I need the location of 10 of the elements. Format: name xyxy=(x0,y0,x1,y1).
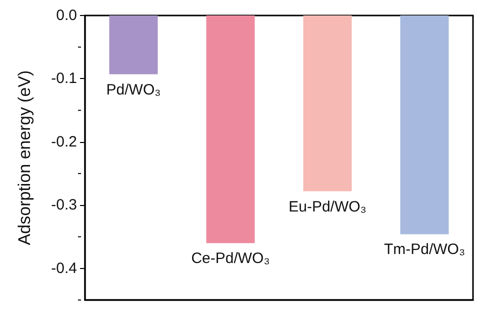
x-tick-label: Pd/WO₃ xyxy=(106,81,161,98)
y-tick-label: -0.4 xyxy=(51,260,77,277)
y-tick-label: -0.1 xyxy=(51,70,77,88)
x-tick-label: Ce-Pd/WO₃ xyxy=(191,250,270,268)
y-tick-label: 0.0 xyxy=(56,7,77,24)
y-tick-label: -0.3 xyxy=(51,196,77,214)
x-tick-label: Tm-Pd/WO₃ xyxy=(384,241,466,258)
y-tick-label: -0.2 xyxy=(51,133,77,150)
x-tick-label: Eu-Pd/WO₃ xyxy=(288,198,366,216)
y-axis-title: Adsorption energy (eV) xyxy=(15,70,34,246)
